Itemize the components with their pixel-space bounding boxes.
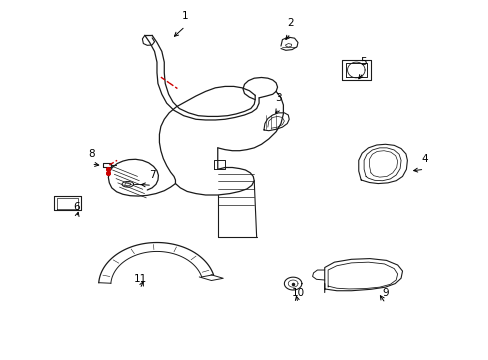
Text: 6: 6 bbox=[73, 202, 80, 212]
Text: 3: 3 bbox=[275, 93, 281, 103]
Text: 11: 11 bbox=[133, 274, 146, 284]
Text: 8: 8 bbox=[88, 149, 95, 158]
Text: 5: 5 bbox=[360, 58, 366, 67]
Text: 10: 10 bbox=[291, 288, 304, 298]
Text: 7: 7 bbox=[148, 170, 155, 180]
Text: 4: 4 bbox=[420, 154, 427, 164]
Text: 1: 1 bbox=[182, 11, 188, 21]
Text: 9: 9 bbox=[382, 288, 388, 298]
Text: 2: 2 bbox=[287, 18, 293, 28]
